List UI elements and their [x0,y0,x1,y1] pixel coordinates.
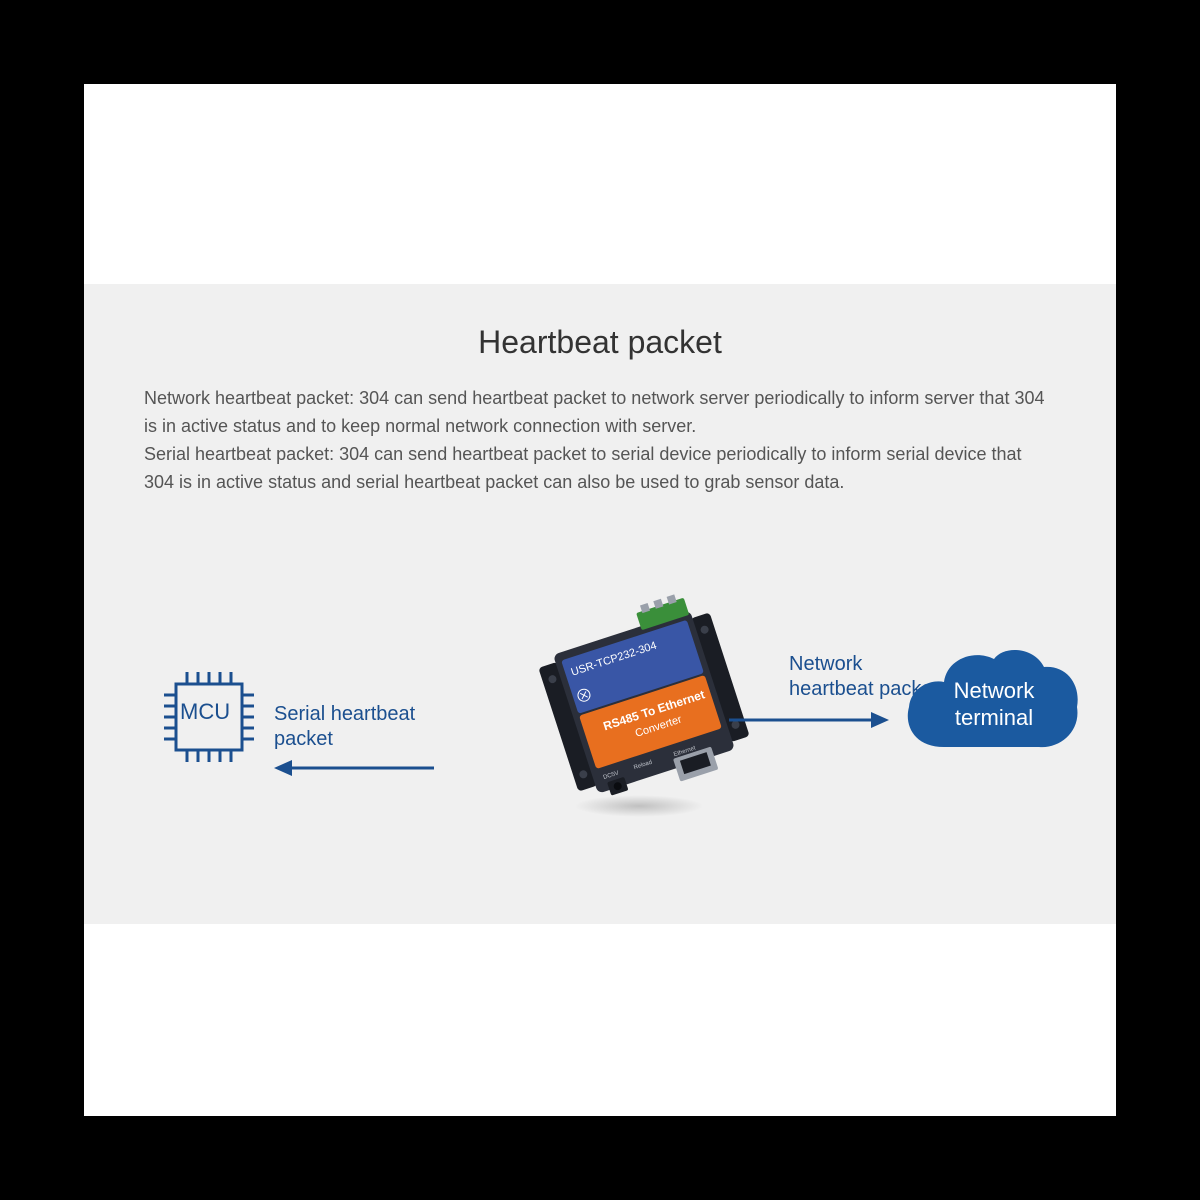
page-title: Heartbeat packet [144,324,1056,361]
device-shadow [574,795,704,817]
content-band: Heartbeat packet Network heartbeat packe… [84,284,1116,924]
serial-arrow-label: Serial heartbeat packet [274,702,439,752]
cloud-label: Network terminal [924,677,1064,732]
heartbeat-diagram: MCU Serial heartbeat packet [144,547,1056,847]
description-paragraph: Network heartbeat packet: 304 can send h… [144,385,1056,497]
page-frame: Heartbeat packet Network heartbeat packe… [84,84,1116,1116]
arrow-left-icon [274,756,439,780]
serial-arrow-group: Serial heartbeat packet [274,702,439,785]
arrow-right-icon [729,708,889,732]
mcu-label: MCU [180,699,230,725]
